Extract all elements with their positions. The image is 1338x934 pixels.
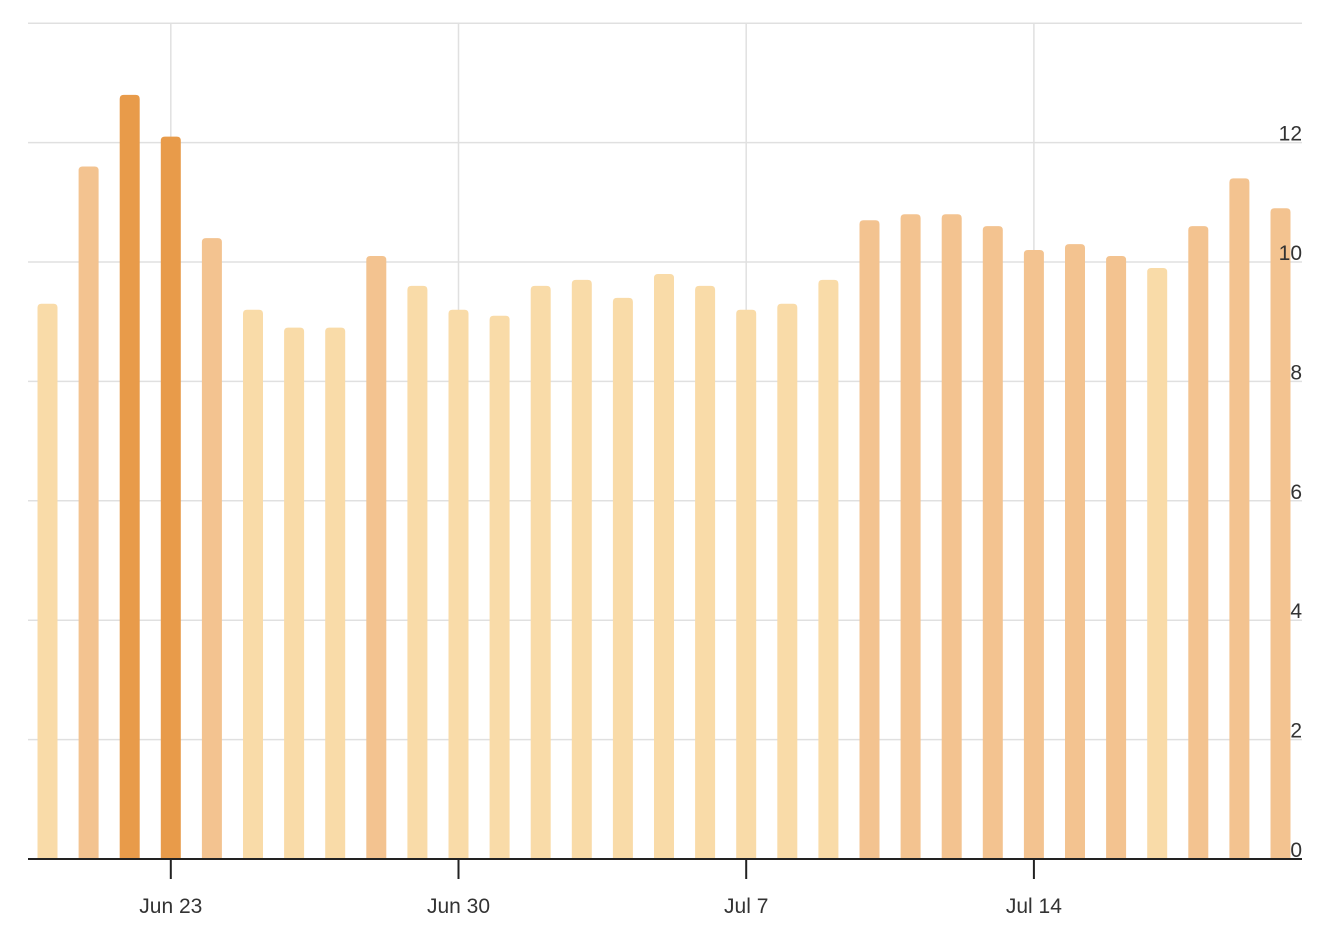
bar — [654, 273, 674, 859]
bar — [366, 256, 387, 859]
bar — [284, 327, 305, 859]
y-tick-label: 8 — [1290, 361, 1302, 384]
bar — [982, 226, 1003, 859]
y-tick-label: 2 — [1290, 720, 1302, 743]
y-tick-label: 12 — [1279, 123, 1302, 146]
bar — [571, 279, 592, 859]
bar — [325, 327, 346, 859]
y-tick-label: 10 — [1279, 242, 1302, 265]
bar — [612, 297, 633, 859]
x-tick-label: Jun 30 — [427, 895, 490, 918]
bar — [941, 214, 962, 860]
bar — [818, 279, 839, 859]
x-axis-labels: Jun 23 Jun 30 Jul 7 Jul 14 — [139, 895, 1062, 918]
y-tick-label: 4 — [1290, 600, 1302, 623]
bar — [1188, 226, 1209, 859]
bar — [160, 136, 181, 859]
y-tick-label: 6 — [1290, 481, 1302, 504]
bar — [37, 303, 58, 859]
bar — [777, 303, 798, 859]
bar — [78, 166, 99, 860]
y-tick-label: 0 — [1290, 839, 1302, 862]
bar — [1106, 256, 1127, 859]
bar — [243, 309, 263, 859]
x-axis — [28, 858, 1302, 879]
bar — [1229, 178, 1250, 860]
y-axis-labels: 0 2 4 6 8 10 12 — [1279, 123, 1303, 862]
bar — [448, 309, 469, 859]
bar — [1065, 244, 1085, 860]
bar — [119, 94, 140, 860]
bar — [1270, 208, 1291, 859]
bar — [695, 285, 716, 859]
x-tick-label: Jul 14 — [1006, 895, 1062, 918]
bar — [407, 285, 428, 859]
x-tick-label: Jun 23 — [139, 895, 202, 918]
x-tick-label: Jul 7 — [724, 895, 768, 918]
bars — [37, 94, 1291, 860]
bar — [489, 315, 510, 860]
bar — [201, 238, 222, 859]
bar — [900, 214, 921, 860]
bar — [736, 309, 757, 859]
bar — [1147, 267, 1168, 860]
bar — [859, 220, 880, 859]
bar — [530, 285, 551, 859]
bar — [1023, 250, 1044, 859]
